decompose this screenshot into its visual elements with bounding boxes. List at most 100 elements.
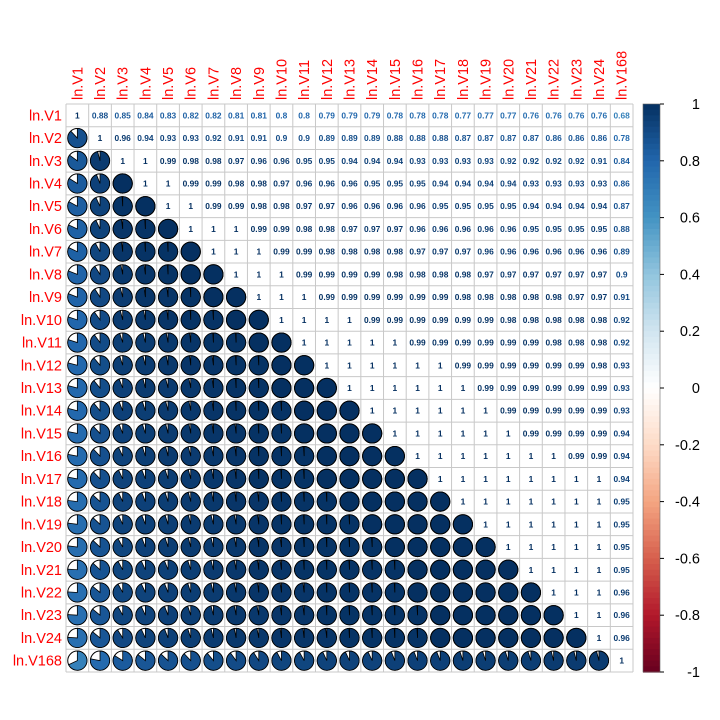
correlation-value-label: 0.97 — [296, 201, 313, 211]
correlation-pie — [339, 468, 360, 489]
correlation-pie — [135, 377, 156, 399]
correlation-value-label: 1 — [597, 497, 602, 507]
correlation-pie — [362, 491, 383, 512]
correlation-pie — [135, 491, 156, 512]
correlation-value-label: 0.95 — [591, 224, 608, 234]
correlation-value-label: 0.99 — [319, 292, 336, 302]
correlation-value-label: 1 — [551, 565, 556, 575]
row-label: ln.V4 — [29, 177, 62, 193]
column-label: ln.V18 — [456, 59, 472, 100]
correlation-value-label: 1 — [551, 451, 556, 461]
correlation-pie — [407, 605, 428, 626]
row-label: ln.V5 — [29, 199, 62, 215]
color-bar-tick-label: 0.2 — [680, 324, 700, 340]
correlation-pie — [339, 514, 360, 535]
correlation-value-label: 0.89 — [614, 247, 631, 257]
correlation-pie — [89, 332, 111, 353]
correlation-pie — [362, 559, 383, 580]
correlation-pie — [157, 582, 179, 603]
correlation-pie — [271, 559, 292, 580]
correlation-pie — [180, 400, 201, 421]
color-bar-segment — [643, 359, 660, 366]
correlation-value-label: 0.93 — [160, 133, 177, 143]
correlation-value-label: 0.94 — [364, 156, 381, 166]
correlation-value-label: 0.96 — [341, 201, 358, 211]
correlation-pie — [89, 468, 111, 489]
correlation-value-label: 0.99 — [500, 338, 517, 348]
correlation-pie — [271, 468, 292, 489]
correlation-pie — [89, 264, 111, 285]
column-label: ln.V13 — [343, 59, 359, 100]
correlation-pie — [339, 446, 360, 467]
correlation-value-label: 1 — [302, 338, 307, 348]
correlation-pie — [89, 241, 111, 262]
correlation-pie — [452, 582, 473, 603]
correlation-pie — [316, 491, 337, 512]
correlation-pie — [203, 468, 224, 489]
row-label: ln.V7 — [29, 245, 62, 261]
correlation-value-label: 0.97 — [591, 292, 608, 302]
column-label: ln.V19 — [479, 59, 495, 100]
correlation-value-label: 1 — [506, 474, 511, 484]
correlation-value-label: 0.84 — [614, 156, 631, 166]
correlation-value-label: 0.94 — [614, 451, 631, 461]
correlation-value-label: 0.92 — [523, 156, 540, 166]
correlation-value-label: 1 — [597, 542, 602, 552]
correlation-value-label: 0.99 — [545, 406, 562, 416]
correlation-value-label: 1 — [143, 156, 148, 166]
correlation-pie — [67, 355, 88, 376]
correlation-value-label: 0.9 — [276, 133, 288, 143]
correlation-value-label: 1 — [461, 497, 466, 507]
color-bar-segment — [643, 257, 660, 264]
correlation-value-label: 0.93 — [409, 156, 426, 166]
correlation-value-label: 0.95 — [319, 156, 336, 166]
correlation-value-label: 0.99 — [477, 383, 494, 393]
correlation-pie — [67, 264, 88, 285]
row-label: ln.V20 — [21, 540, 62, 556]
color-bar-segment — [643, 314, 660, 321]
correlation-pie — [203, 559, 224, 580]
correlation-value-label: 0.97 — [455, 247, 472, 257]
correlation-value-label: 0.94 — [614, 428, 631, 438]
color-bar-segment — [643, 370, 660, 378]
correlation-pie — [475, 605, 496, 626]
correlation-value-label: 1 — [574, 542, 579, 552]
color-bar-tick-label: 0.6 — [680, 211, 700, 227]
correlation-pie — [67, 559, 88, 580]
correlation-value-label: 0.99 — [500, 406, 517, 416]
correlation-value-label: 1 — [574, 474, 579, 484]
correlation-pie — [498, 650, 519, 671]
color-bar-segment — [643, 620, 660, 628]
correlation-value-label: 1 — [483, 428, 488, 438]
correlation-value-label: 0.99 — [387, 315, 404, 325]
correlation-value-label: 0.77 — [500, 110, 517, 120]
correlation-value-label: 0.99 — [205, 201, 222, 211]
color-bar-segment — [643, 251, 660, 258]
correlation-pie — [498, 582, 519, 603]
color-bar-segment — [643, 586, 660, 594]
column-label: ln.V5 — [161, 67, 177, 100]
correlation-value-label: 0.99 — [591, 428, 608, 438]
correlation-value-label: 1 — [483, 497, 488, 507]
correlation-pie — [271, 377, 292, 399]
correlation-value-label: 1 — [98, 133, 103, 143]
color-bar-segment — [643, 626, 660, 633]
correlation-pie — [407, 650, 428, 671]
correlation-value-label: 0.92 — [500, 156, 517, 166]
correlation-pie — [407, 468, 428, 489]
color-bar-segment — [643, 263, 660, 270]
color-bar-segment — [643, 603, 660, 611]
color-bar-segment — [643, 319, 660, 327]
correlation-pie — [203, 582, 224, 603]
correlation-value-label: 0.88 — [614, 224, 631, 234]
correlation-pie — [248, 582, 269, 603]
correlation-pie — [316, 423, 337, 444]
correlation-value-label: 0.98 — [296, 224, 313, 234]
correlation-pie — [135, 218, 156, 240]
color-bar-segment — [643, 660, 660, 667]
correlation-pie — [157, 218, 179, 240]
color-bar-segment — [643, 456, 660, 463]
correlation-pie — [67, 423, 88, 444]
correlation-pie — [67, 582, 88, 603]
